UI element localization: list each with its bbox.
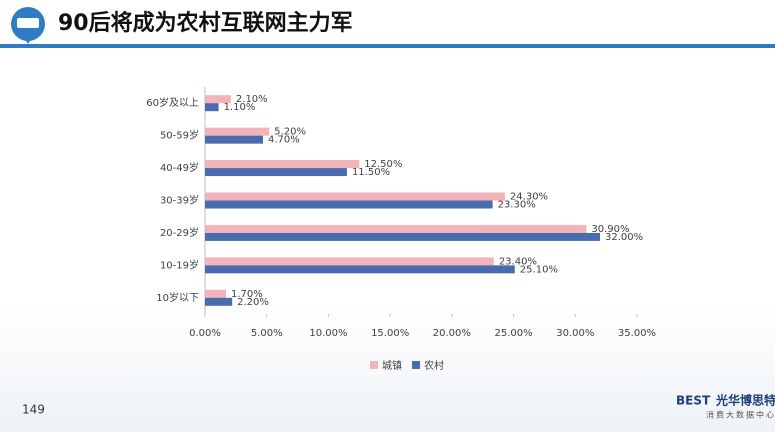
legend-label: 农村 [424, 359, 444, 372]
x-tick-label: 30.00% [556, 328, 594, 339]
x-tick-label: 35.00% [618, 328, 656, 339]
bar [205, 127, 270, 136]
x-tick-label: 25.00% [495, 328, 533, 339]
header-icon-tip [18, 28, 38, 44]
value-label: 12.50% [364, 159, 402, 170]
value-label: 2.20% [237, 297, 269, 308]
y-tick-label: 10-19岁 [160, 258, 199, 271]
value-label: 30.90% [591, 224, 629, 235]
header-rule [0, 44, 775, 48]
x-tick-label: 0.00% [189, 328, 221, 339]
header-icon-glyph [17, 18, 39, 28]
bar [205, 297, 233, 306]
y-tick-label: 50-59岁 [160, 129, 199, 142]
page-number: 149 [22, 403, 45, 417]
value-label: 32.00% [605, 232, 643, 243]
logo-mark: BEST [676, 394, 711, 408]
value-label: 2.10% [236, 94, 268, 105]
value-label: 23.30% [498, 200, 536, 211]
legend-swatch [412, 361, 420, 369]
bar [205, 103, 219, 112]
bar [205, 289, 226, 298]
logo-name: 光华博思特 [715, 393, 775, 408]
value-label: 5.20% [274, 127, 306, 138]
x-tick-label: 20.00% [433, 328, 471, 339]
bar [205, 257, 494, 266]
y-tick-label: 10岁以下 [156, 291, 199, 304]
bar [205, 160, 360, 169]
x-tick-label: 10.00% [309, 328, 347, 339]
slide-title: 90后将成为农村互联网主力军 [58, 10, 353, 36]
x-tick-label: 5.00% [251, 328, 283, 339]
y-tick-label: 30-39岁 [160, 194, 199, 207]
value-label: 24.30% [510, 192, 548, 203]
legend-label: 城镇 [382, 359, 402, 372]
x-tick-label: 15.00% [371, 328, 409, 339]
value-label: 11.50% [352, 167, 390, 178]
bar [205, 135, 264, 144]
bar [205, 95, 231, 104]
y-tick-label: 40-49岁 [160, 161, 199, 174]
y-tick-label: 60岁及以上 [146, 96, 199, 109]
logo-sub: 消费大数据中心 [706, 410, 775, 420]
legend-swatch [370, 361, 378, 369]
bar [205, 265, 515, 274]
value-label: 1.10% [224, 102, 256, 113]
bar [205, 168, 347, 177]
value-label: 1.70% [231, 289, 263, 300]
value-label: 25.10% [520, 264, 558, 275]
value-label: 4.70% [268, 135, 300, 146]
bar [205, 192, 505, 201]
bar [205, 200, 493, 209]
value-label: 23.40% [499, 256, 537, 267]
bar [205, 232, 600, 241]
bar [205, 224, 587, 233]
y-tick-label: 20-29岁 [160, 226, 199, 239]
